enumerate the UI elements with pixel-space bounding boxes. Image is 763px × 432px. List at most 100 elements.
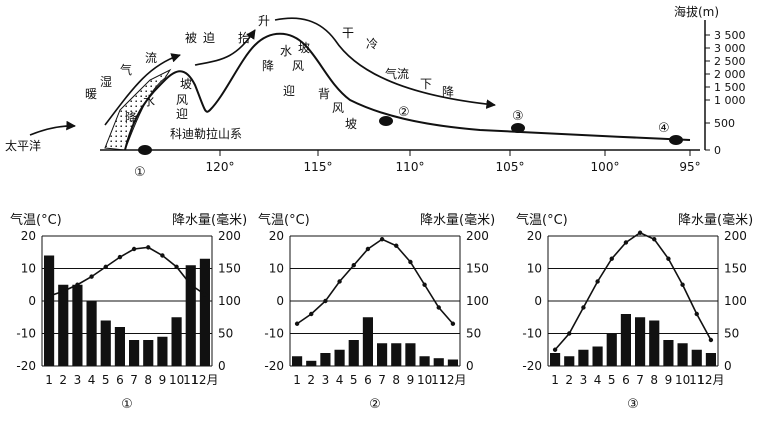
temperature-point	[450, 321, 456, 326]
temperature-point	[609, 256, 614, 261]
precip-bar	[362, 317, 373, 366]
precip-bar	[58, 284, 69, 366]
month-label: 1	[551, 373, 559, 387]
temperature-point	[160, 253, 165, 258]
temp-axis-title: 气温(°C)	[516, 212, 568, 228]
precip-bar	[72, 284, 83, 366]
temperature-point	[202, 292, 208, 297]
precip-bar	[705, 353, 716, 366]
precip-bar	[419, 356, 430, 366]
precip-bar	[620, 314, 631, 366]
airflow-arrow-2	[104, 53, 181, 126]
month-label: 10	[675, 373, 690, 387]
temperature-point	[666, 256, 671, 261]
longitude-label: 120°	[206, 160, 235, 174]
precip-bar	[171, 317, 182, 366]
precip-bar	[592, 346, 603, 366]
altitude-label: 3 000	[714, 42, 746, 55]
temperature-point	[174, 264, 179, 270]
precip-bar	[129, 340, 140, 366]
temperature-line	[296, 238, 454, 325]
slope-1: 坡	[298, 41, 310, 55]
temperature-point	[394, 243, 399, 248]
precip-bar	[348, 340, 359, 366]
precip-bar	[306, 360, 317, 366]
precip-bar	[334, 349, 345, 366]
month-label: 2	[307, 373, 315, 387]
month-label: 3	[74, 373, 82, 387]
leeward-1: 背	[318, 87, 330, 101]
temperature-point	[117, 254, 123, 260]
temperature-point	[188, 282, 193, 287]
rain-water-3: 水	[280, 44, 292, 58]
month-label: 10	[169, 373, 184, 387]
airflow-descend-2: 下	[420, 77, 432, 91]
precip-tick-label: 200	[218, 229, 241, 243]
temperature-point	[61, 289, 66, 294]
precip-bar	[391, 343, 402, 366]
windward-3: 坡	[180, 77, 192, 91]
month-label: 12月	[191, 373, 218, 387]
pacific-label: 太平洋	[5, 138, 41, 153]
chart-id-label: ③	[627, 397, 639, 412]
windward-rain-region	[104, 68, 172, 151]
altitude-label: 0	[714, 144, 721, 157]
station-label-1: ①	[134, 165, 146, 180]
precip-tick-label: 100	[724, 294, 747, 308]
temperature-point	[436, 305, 441, 310]
temperature-point	[309, 311, 314, 317]
temp-tick-label: -10	[522, 327, 542, 341]
longitude-label: 100°	[591, 160, 620, 174]
precip-tick-label: 200	[466, 229, 489, 243]
precip-bar	[86, 301, 97, 366]
month-label: 4	[594, 373, 602, 387]
precip-bar	[635, 317, 646, 366]
temp-tick-label: 20	[527, 229, 542, 243]
precip-tick-label: 150	[724, 262, 747, 276]
temperature-point	[652, 237, 657, 242]
precip-bar	[320, 353, 331, 366]
temperature-point	[323, 298, 328, 304]
temperature-point	[365, 246, 371, 252]
precip-bar	[447, 359, 458, 366]
month-label: 2	[59, 373, 67, 387]
precip-tick-label: 0	[724, 359, 732, 373]
temp-tick-label: 20	[269, 229, 284, 243]
warm-moist-1: 暖	[85, 87, 97, 101]
temperature-point	[379, 237, 385, 242]
altitude-label: 1 000	[714, 94, 746, 107]
temp-tick-label: 10	[527, 262, 542, 276]
month-label: 9	[407, 373, 415, 387]
forced-lift-3: 抬	[238, 31, 250, 45]
station-dot-3	[511, 123, 525, 133]
mountain-label: 科迪勒拉山系	[170, 126, 242, 141]
temperature-point	[294, 321, 300, 326]
precip-bar	[44, 255, 55, 366]
rain-water-4: 降	[262, 59, 274, 73]
precip-bar	[114, 327, 125, 366]
windward-2: 风	[176, 93, 188, 107]
temp-tick-label: -20	[522, 359, 542, 373]
precip-axis-title: 降水量(毫米)	[172, 212, 247, 228]
airflow-arrow-1	[29, 120, 76, 136]
month-label: 1	[293, 373, 301, 387]
airflow-descend-3: 降	[442, 85, 454, 99]
leeward-2: 风	[332, 101, 344, 115]
temperature-point	[89, 274, 94, 279]
altitude-label: 500	[714, 117, 735, 130]
precip-bar	[606, 333, 617, 366]
temp-tick-label: 0	[276, 294, 284, 308]
temperature-line	[554, 231, 712, 351]
month-label: 4	[336, 373, 344, 387]
month-label: 5	[102, 373, 110, 387]
forced-lift-2: 迫	[203, 31, 215, 45]
precip-bar	[157, 336, 168, 366]
chart-id-label: ②	[369, 397, 381, 412]
precip-bar	[405, 343, 416, 366]
month-label: 12月	[697, 373, 724, 387]
altitude-label: 1 500	[714, 81, 746, 94]
temp-tick-label: -10	[264, 327, 284, 341]
station-label-3: ③	[512, 109, 524, 124]
